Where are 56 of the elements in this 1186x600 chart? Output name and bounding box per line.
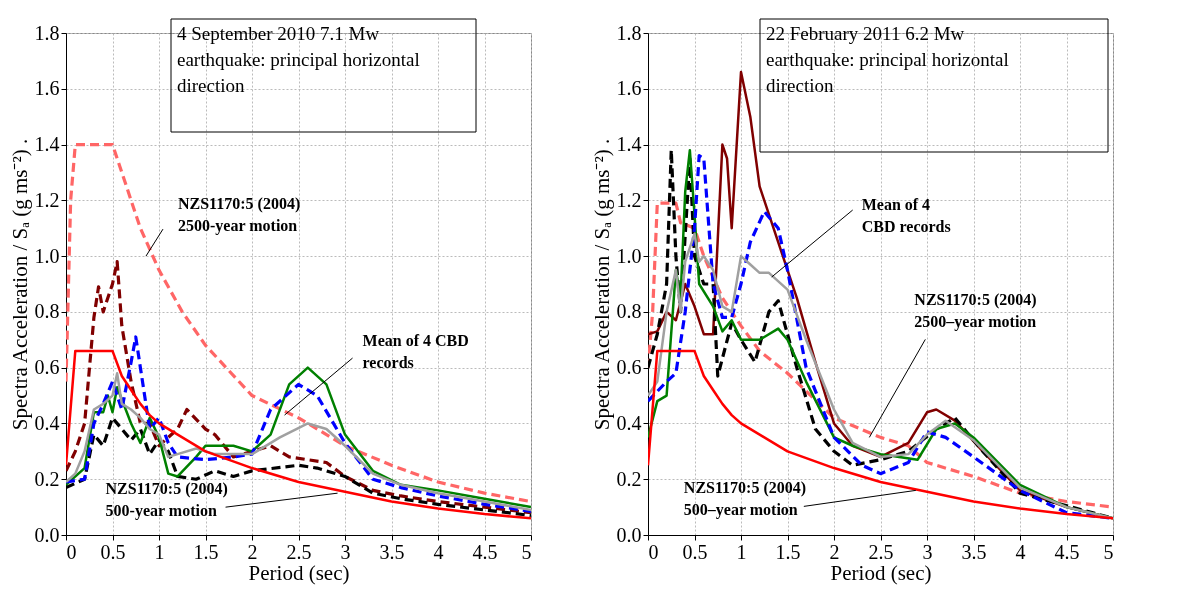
x-axis-title: Period (sec) — [248, 560, 350, 585]
x-tick-label: 3.5 — [379, 540, 405, 563]
y-tick-label: 1.0 — [34, 244, 60, 267]
x-tick-label: 4.5 — [1054, 540, 1080, 563]
y-tick-label: 1.8 — [616, 21, 642, 44]
x-tick-label: 4.5 — [472, 540, 498, 563]
x-tick-label: 1 — [154, 540, 165, 563]
line-series — [66, 142, 531, 504]
y-tick-label: 0.6 — [616, 356, 642, 379]
x-tick-label: 2 — [247, 540, 258, 563]
x-tick-label: 5 — [1103, 540, 1114, 563]
y-tick-label: 1.2 — [616, 188, 642, 211]
x-tick-label: 0 — [648, 540, 659, 563]
y-tick-label: 0.2 — [616, 467, 642, 490]
annotation: NZS1170:5 (2004) 500-year motion — [105, 480, 228, 521]
y-tick-label: 0.0 — [34, 523, 60, 546]
x-tick-label: 0.5 — [682, 540, 708, 563]
y-tick-label: 1.0 — [616, 244, 642, 267]
annotation: NZS1170:5 (2004) 2500-year motion — [177, 195, 301, 236]
x-tick-label: 1.5 — [775, 540, 801, 563]
x-tick-label: 2.5 — [286, 540, 312, 563]
y-tick-label: 0.4 — [616, 411, 642, 434]
y-tick-label: 0.2 — [34, 467, 60, 490]
x-tick-label: 2 — [829, 540, 840, 563]
y-tick-label: 1.8 — [34, 21, 60, 44]
y-tick-label: 1.6 — [34, 77, 60, 100]
x-tick-label: 4 — [433, 540, 444, 563]
line-series — [648, 349, 1113, 520]
text: 22 February 2011 6.2 Mw earthquake: principal horizontal direction — [766, 23, 1009, 96]
x-tick-label: 1 — [736, 540, 747, 563]
x-tick-label: 2.5 — [868, 540, 894, 563]
y-tick-label: 1.2 — [34, 188, 60, 211]
x-tick-label: 1.5 — [193, 540, 219, 563]
x-tick-label: 3 — [340, 540, 351, 563]
annotation: Mean of 4 CBD records — [861, 196, 951, 236]
annotation: Mean of 4 CBD records — [362, 332, 469, 372]
x-tick-label: 3.5 — [961, 540, 987, 563]
y-tick-label: 1.6 — [616, 77, 642, 100]
y-axis-title: Spectra Acceleration / Sₐ (g ms⁻²) . — [7, 138, 32, 431]
y-tick-label: 1.4 — [616, 133, 642, 156]
x-tick-label: 4 — [1015, 540, 1026, 563]
annotation: NZS1170:5 (2004) 500–year motion — [683, 479, 807, 520]
x-tick-label: 3 — [922, 540, 933, 563]
y-tick-label: 0.4 — [34, 411, 60, 434]
text: 4 September 2010 7.1 Mw earthquake: principal horizontal direction — [177, 23, 420, 96]
y-tick-label: 0.0 — [616, 523, 642, 546]
y-tick-label: 0.8 — [616, 300, 642, 323]
y-tick-label: 1.4 — [34, 133, 60, 156]
annotation: NZS1170:5 (2004) 2500–year motion — [914, 291, 1037, 332]
x-axis-title: Period (sec) — [830, 560, 932, 585]
x-tick-label: 5 — [521, 540, 532, 563]
y-tick-label: 0.8 — [34, 300, 60, 323]
y-axis-title: Spectra Acceleration / Sₐ (g ms⁻²) . — [589, 138, 614, 431]
x-tick-label: 0.5 — [100, 540, 126, 563]
x-tick-label: 0 — [66, 540, 77, 563]
y-tick-label: 0.6 — [34, 356, 60, 379]
